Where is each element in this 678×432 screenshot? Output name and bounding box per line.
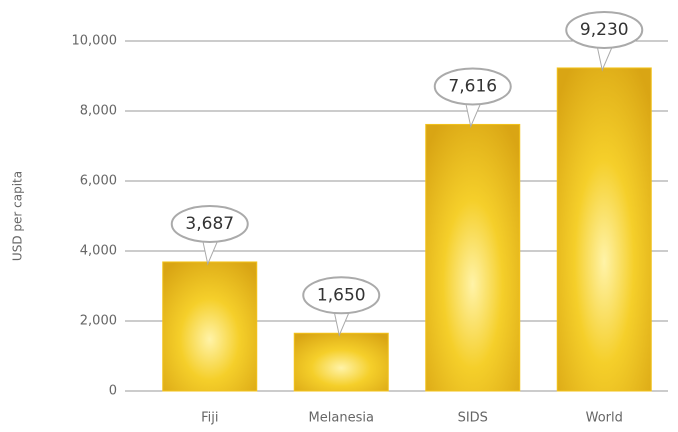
x-tick-label: SIDS xyxy=(458,411,488,426)
y-axis-title: USD per capita xyxy=(11,171,25,261)
callout xyxy=(565,10,644,49)
value-label: 3,687 xyxy=(185,214,234,234)
x-tick-label: World xyxy=(586,411,623,426)
value-label: 1,650 xyxy=(317,285,366,305)
y-tick-label: 6,000 xyxy=(80,174,117,189)
value-label: 7,616 xyxy=(448,76,497,96)
y-tick-label: 8,000 xyxy=(80,104,117,119)
y-tick-label: 4,000 xyxy=(80,244,117,259)
callout xyxy=(170,204,249,243)
value-label: 9,230 xyxy=(580,20,629,40)
callout xyxy=(302,276,381,315)
x-tick-label: Fiji xyxy=(201,411,218,426)
y-tick-label: 2,000 xyxy=(80,314,117,329)
y-tick-label: 10,000 xyxy=(72,34,118,49)
y-tick-label: 0 xyxy=(109,384,117,399)
bar xyxy=(556,67,652,392)
bar xyxy=(293,332,389,392)
bar xyxy=(425,123,521,392)
callout xyxy=(433,67,512,106)
x-tick-label: Melanesia xyxy=(309,411,374,426)
bar xyxy=(162,261,258,392)
